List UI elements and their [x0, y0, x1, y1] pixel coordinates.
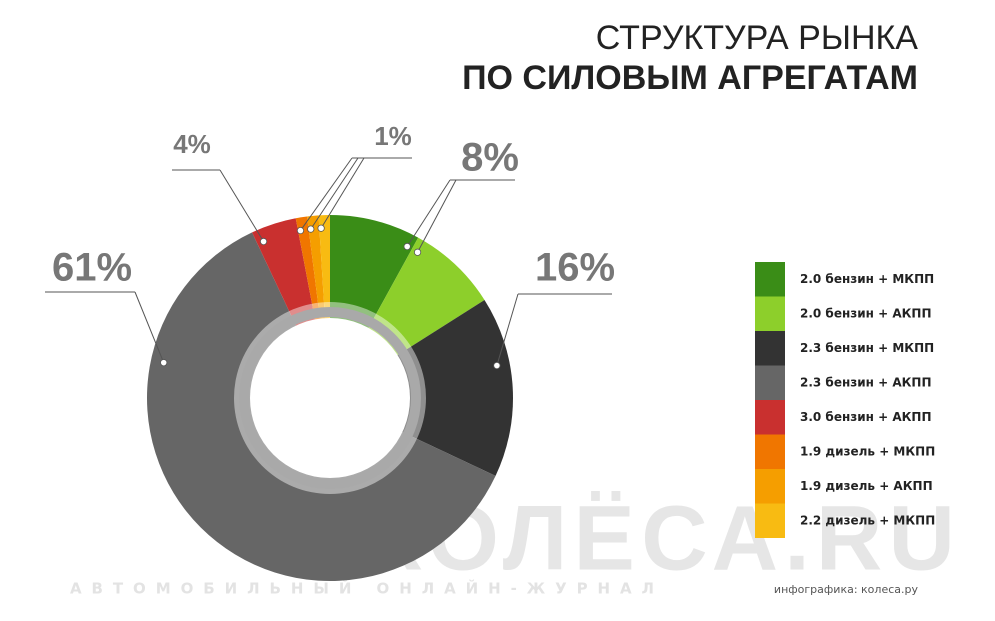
leader-line [417, 179, 457, 253]
leader-dot [413, 248, 422, 256]
value-label: 61% [52, 246, 132, 290]
value-label: 4% [173, 129, 211, 159]
hole [250, 318, 410, 478]
leader-line [300, 157, 353, 231]
value-label: 8% [461, 136, 519, 180]
value-label: 1% [374, 121, 412, 151]
legend-swatch [755, 503, 785, 538]
leader-dot [160, 359, 168, 367]
leader-dot [307, 225, 315, 233]
leader-line [219, 169, 265, 242]
legend-label: 2.3 бензин + АКПП [800, 376, 932, 390]
watermark-tagline: АВТОМОБИЛЬНЫЙ ОНЛАЙН-ЖУРНАЛ [70, 579, 660, 598]
leader-dot [259, 237, 268, 246]
legend-swatch [755, 331, 785, 366]
credit: инфографика: колеса.ру [774, 583, 919, 596]
leader-dot [317, 224, 325, 232]
legend-label: 2.2 дизель + МКПП [800, 514, 935, 528]
legend-label: 1.9 дизель + АКПП [800, 479, 933, 493]
chart-title: СТРУКТУРА РЫНКА [596, 19, 919, 57]
legend-label: 2.0 бензин + АКПП [800, 307, 932, 321]
leader-line [496, 293, 519, 366]
legend-swatch [755, 434, 785, 469]
legend-label: 2.0 бензин + МКПП [800, 272, 934, 286]
leader-dot [296, 226, 305, 235]
legend-label: 1.9 дизель + МКПП [800, 445, 935, 459]
legend-swatch [755, 262, 785, 297]
legend-swatch [755, 469, 785, 504]
inner-ring [239, 307, 421, 489]
leader-line [320, 157, 365, 229]
legend-label: 3.0 бензин + АКПП [800, 410, 932, 424]
leader-line [310, 157, 359, 230]
slice [330, 299, 513, 476]
leader-line [134, 291, 165, 363]
leader-dot [493, 361, 501, 370]
legend-swatch [755, 365, 785, 400]
value-label: 16% [535, 246, 615, 290]
leader-line [406, 179, 451, 247]
legend-swatch [755, 296, 785, 331]
legend-label: 2.3 бензин + МКПП [800, 341, 934, 355]
chart-subtitle: ПО СИЛОВЫМ АГРЕГАТАМ [462, 59, 918, 97]
leader-dot [403, 242, 411, 251]
legend-swatch [755, 400, 785, 435]
